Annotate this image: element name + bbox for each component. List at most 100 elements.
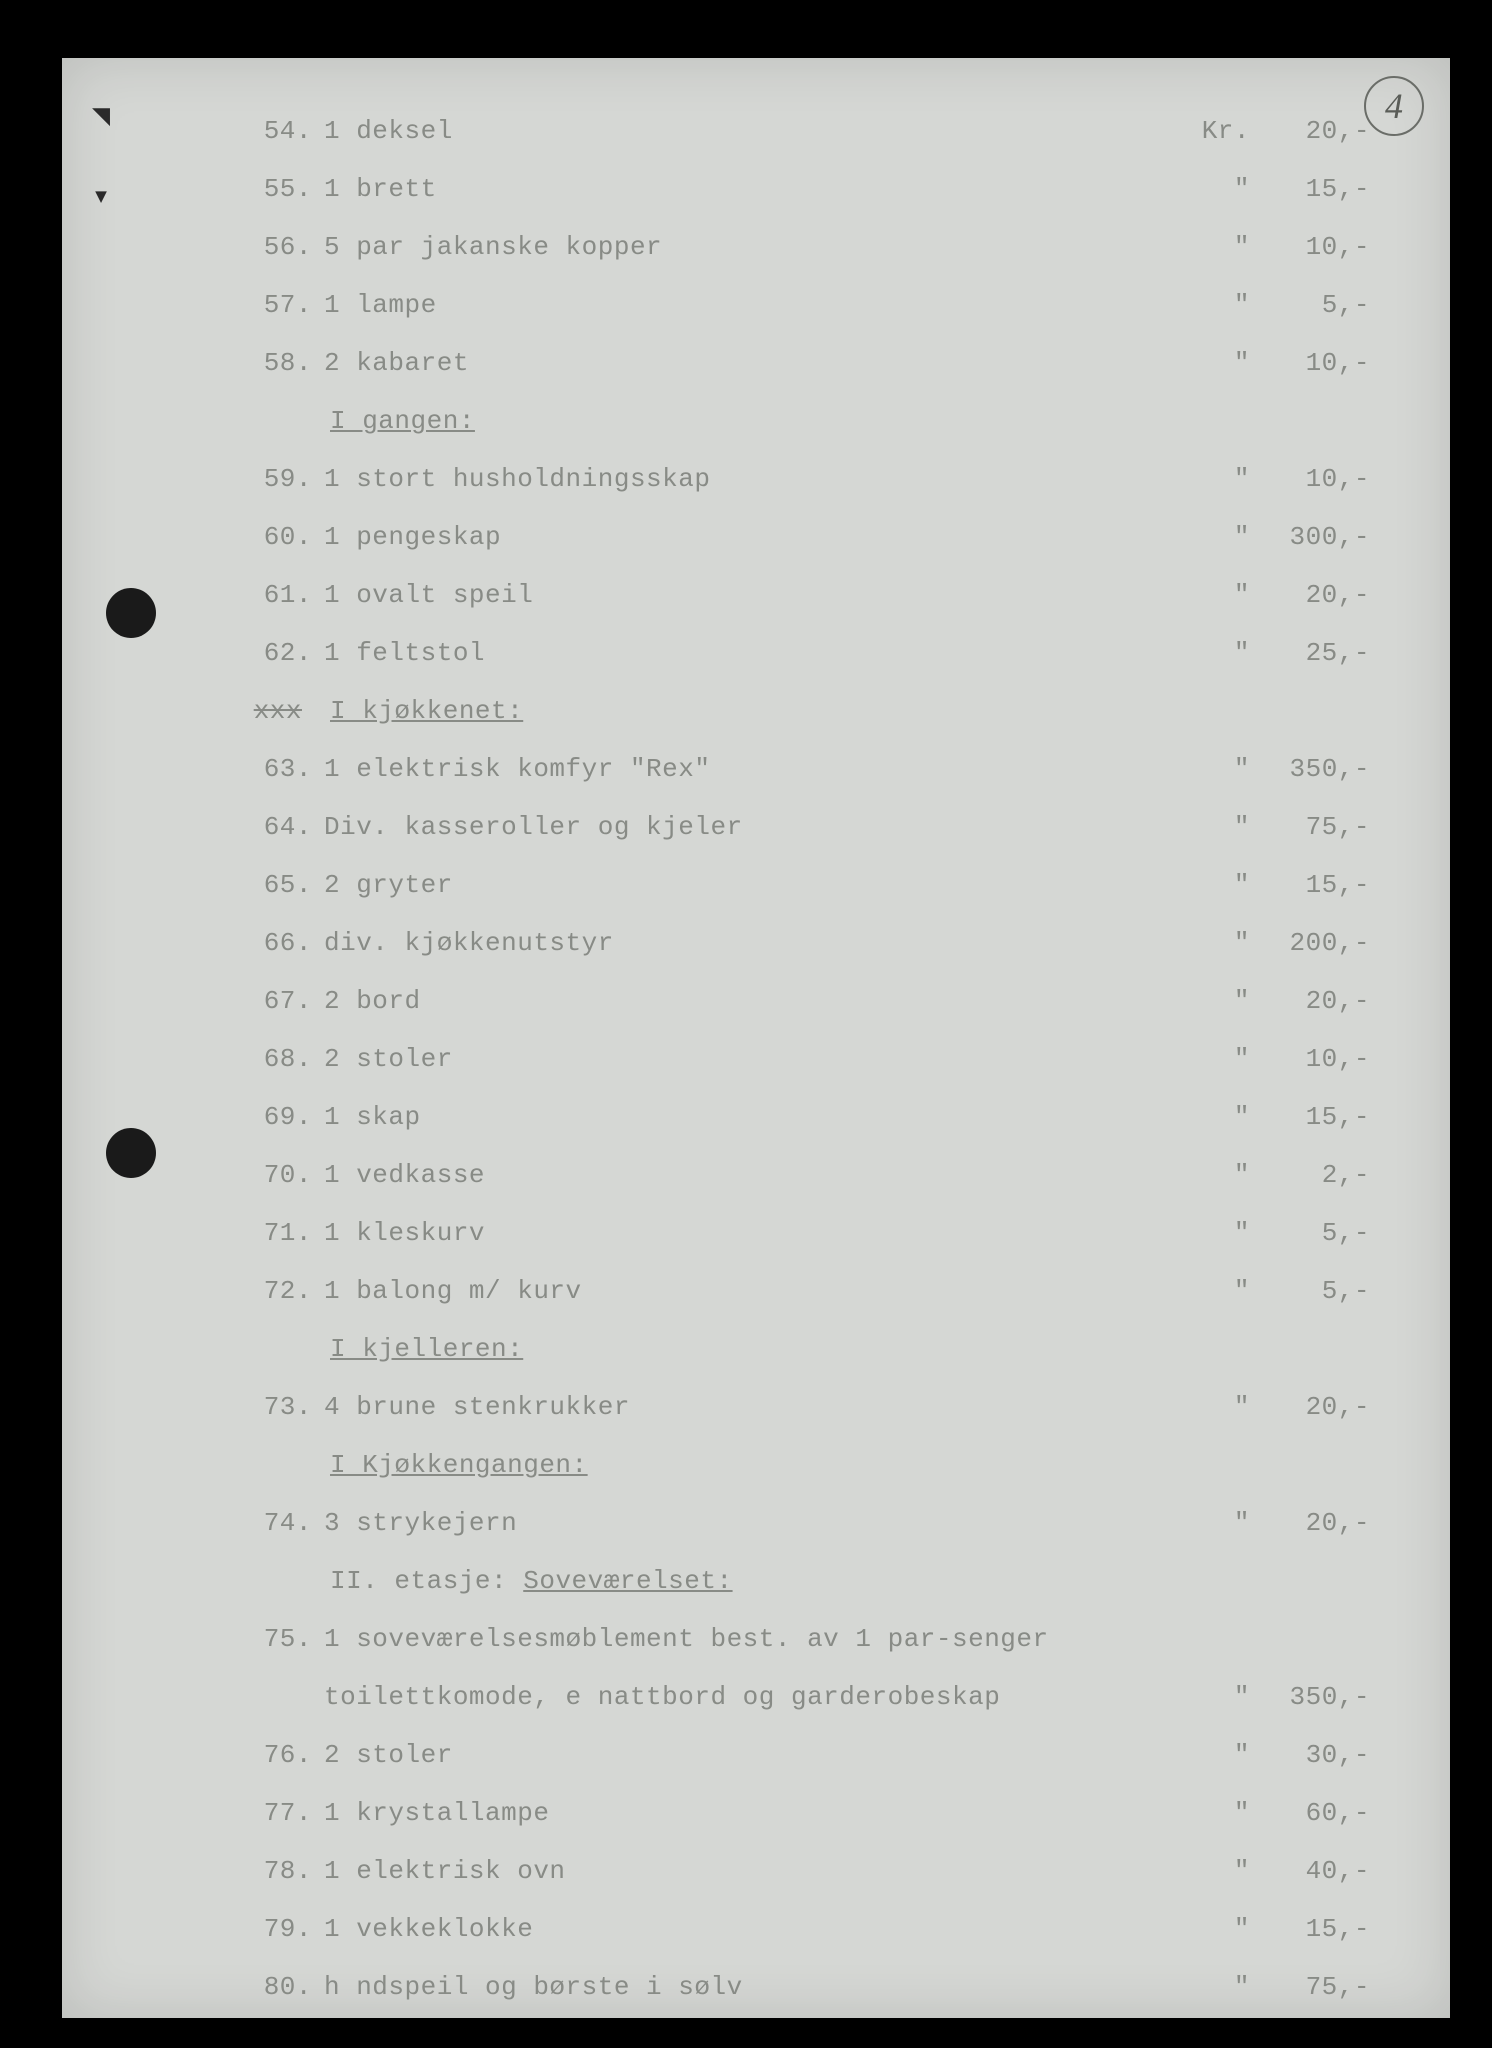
- item-number: 61.: [242, 582, 320, 608]
- currency-mark: ": [1180, 1104, 1250, 1130]
- currency-mark: ": [1180, 350, 1250, 376]
- punch-hole: [106, 1128, 156, 1178]
- currency-mark: ": [1180, 756, 1250, 782]
- item-number: 71.: [242, 1220, 320, 1246]
- currency-mark: ": [1180, 292, 1250, 318]
- item-number: 77.: [242, 1800, 320, 1826]
- item-number: 62.: [242, 640, 320, 666]
- item-price: 10,-: [1250, 1046, 1370, 1072]
- heading-text-wrap: I kjelleren:: [320, 1336, 1370, 1362]
- item-description: 2 stoler: [320, 1742, 1180, 1768]
- item-number: 74.: [242, 1510, 320, 1536]
- item-number: 69.: [242, 1104, 320, 1130]
- item-price: 350,-: [1250, 756, 1370, 782]
- item-price: 20,-: [1250, 118, 1370, 144]
- currency-mark: ": [1180, 1046, 1250, 1072]
- section-heading: I gangen:: [242, 408, 1370, 436]
- currency-mark: ": [1180, 234, 1250, 260]
- item-number: 65.: [242, 872, 320, 898]
- inventory-row: 70.1 vedkasse"2,-: [242, 1162, 1370, 1190]
- currency-mark: ": [1180, 1858, 1250, 1884]
- document-page: 4 ◥▾ 54.1 dekselKr.20,-55.1 brett"15,-56…: [62, 58, 1450, 2018]
- inventory-row: 68.2 stoler"10,-: [242, 1046, 1370, 1074]
- item-description: 1 elektrisk ovn: [320, 1858, 1180, 1884]
- currency-mark: ": [1180, 1916, 1250, 1942]
- item-number: 67.: [242, 988, 320, 1014]
- section-heading: II. etasje: Soveværelset:: [242, 1568, 1370, 1596]
- inventory-row: 56.5 par jakanske kopper"10,-: [242, 234, 1370, 262]
- item-description: 1 balong m/ kurv: [320, 1278, 1180, 1304]
- inventory-row: 62.1 feltstol"25,-: [242, 640, 1370, 668]
- page-number: 4: [1385, 85, 1403, 127]
- item-description: div. kjøkkenutstyr: [320, 930, 1180, 956]
- item-description: 2 kabaret: [320, 350, 1180, 376]
- heading-text-wrap: I gangen:: [320, 408, 1370, 434]
- item-price: 15,-: [1250, 176, 1370, 202]
- inventory-row: 67.2 bord"20,-: [242, 988, 1370, 1016]
- inventory-row: 59.1 stort husholdningsskap"10,-: [242, 466, 1370, 494]
- item-description: 1 feltstol: [320, 640, 1180, 666]
- item-description: 2 gryter: [320, 872, 1180, 898]
- currency-mark: ": [1180, 1800, 1250, 1826]
- item-description: 1 skap: [320, 1104, 1180, 1130]
- item-price: 15,-: [1250, 1916, 1370, 1942]
- item-price: 25,-: [1250, 640, 1370, 666]
- item-number: 70.: [242, 1162, 320, 1188]
- item-price: 350,-: [1250, 1684, 1370, 1710]
- item-description: 1 kleskurv: [320, 1220, 1180, 1246]
- inventory-row: 80.h ndspeil og børste i sølv"75,-: [242, 1974, 1370, 2002]
- punch-hole: [106, 588, 156, 638]
- page-number-circle: 4: [1364, 76, 1424, 136]
- inventory-row: 60.1 pengeskap"300,-: [242, 524, 1370, 552]
- continuation-text: toilettkomode, e nattbord og garderobesk…: [320, 1684, 1180, 1710]
- paper-clip-mark: ◥: [92, 98, 110, 135]
- item-price: 15,-: [1250, 872, 1370, 898]
- item-number: 54.: [242, 118, 320, 144]
- item-description: 1 soveværelsesmøblement best. av 1 par-s…: [320, 1626, 1180, 1652]
- currency-mark: ": [1180, 872, 1250, 898]
- inventory-row-continuation: toilettkomode, e nattbord og garderobesk…: [242, 1684, 1370, 1712]
- inventory-row: 72.1 balong m/ kurv"5,-: [242, 1278, 1370, 1306]
- item-price: 10,-: [1250, 466, 1370, 492]
- item-price: 75,-: [1250, 1974, 1370, 2000]
- heading-text: I Kjøkkengangen:: [330, 1450, 588, 1480]
- inventory-row: 66.div. kjøkkenutstyr"200,-: [242, 930, 1370, 958]
- item-number: 73.: [242, 1394, 320, 1420]
- item-number: 64.: [242, 814, 320, 840]
- heading-text-wrap: II. etasje: Soveværelset:: [320, 1568, 1370, 1594]
- currency-mark: ": [1180, 524, 1250, 550]
- item-number: 78.: [242, 1858, 320, 1884]
- item-price: 20,-: [1250, 1394, 1370, 1420]
- item-description: 1 pengeskap: [320, 524, 1180, 550]
- inventory-row: 78.1 elektrisk ovn"40,-: [242, 1858, 1370, 1886]
- inventory-row: 54.1 dekselKr.20,-: [242, 118, 1370, 146]
- item-number: 55.: [242, 176, 320, 202]
- section-heading: xxxI kjøkkenet:: [242, 698, 1370, 726]
- item-number: 60.: [242, 524, 320, 550]
- inventory-row: 58.2 kabaret"10,-: [242, 350, 1370, 378]
- item-number: 68.: [242, 1046, 320, 1072]
- item-number: 72.: [242, 1278, 320, 1304]
- currency-mark: ": [1180, 1278, 1250, 1304]
- item-price: 40,-: [1250, 1858, 1370, 1884]
- inventory-row: 71.1 kleskurv"5,-: [242, 1220, 1370, 1248]
- inventory-row: 74.3 strykejern"20,-: [242, 1510, 1370, 1538]
- heading-strike: xxx: [242, 698, 320, 724]
- item-price: 75,-: [1250, 814, 1370, 840]
- item-price: 300,-: [1250, 524, 1370, 550]
- item-number: 57.: [242, 292, 320, 318]
- item-number: 80.: [242, 1974, 320, 2000]
- item-description: 1 deksel: [320, 118, 1180, 144]
- item-number: 76.: [242, 1742, 320, 1768]
- item-number: 63.: [242, 756, 320, 782]
- inventory-row: 65.2 gryter"15,-: [242, 872, 1370, 900]
- currency-mark: ": [1180, 1684, 1250, 1710]
- paper-clip-mark: ▾: [92, 178, 110, 215]
- currency-mark: ": [1180, 1974, 1250, 2000]
- heading-text-wrap: I Kjøkkengangen:: [320, 1452, 1370, 1478]
- item-price: 10,-: [1250, 350, 1370, 376]
- item-description: 2 stoler: [320, 1046, 1180, 1072]
- heading-text-wrap: I kjøkkenet:: [320, 698, 1370, 724]
- inventory-row: 76.2 stoler"30,-: [242, 1742, 1370, 1770]
- item-number: 79.: [242, 1916, 320, 1942]
